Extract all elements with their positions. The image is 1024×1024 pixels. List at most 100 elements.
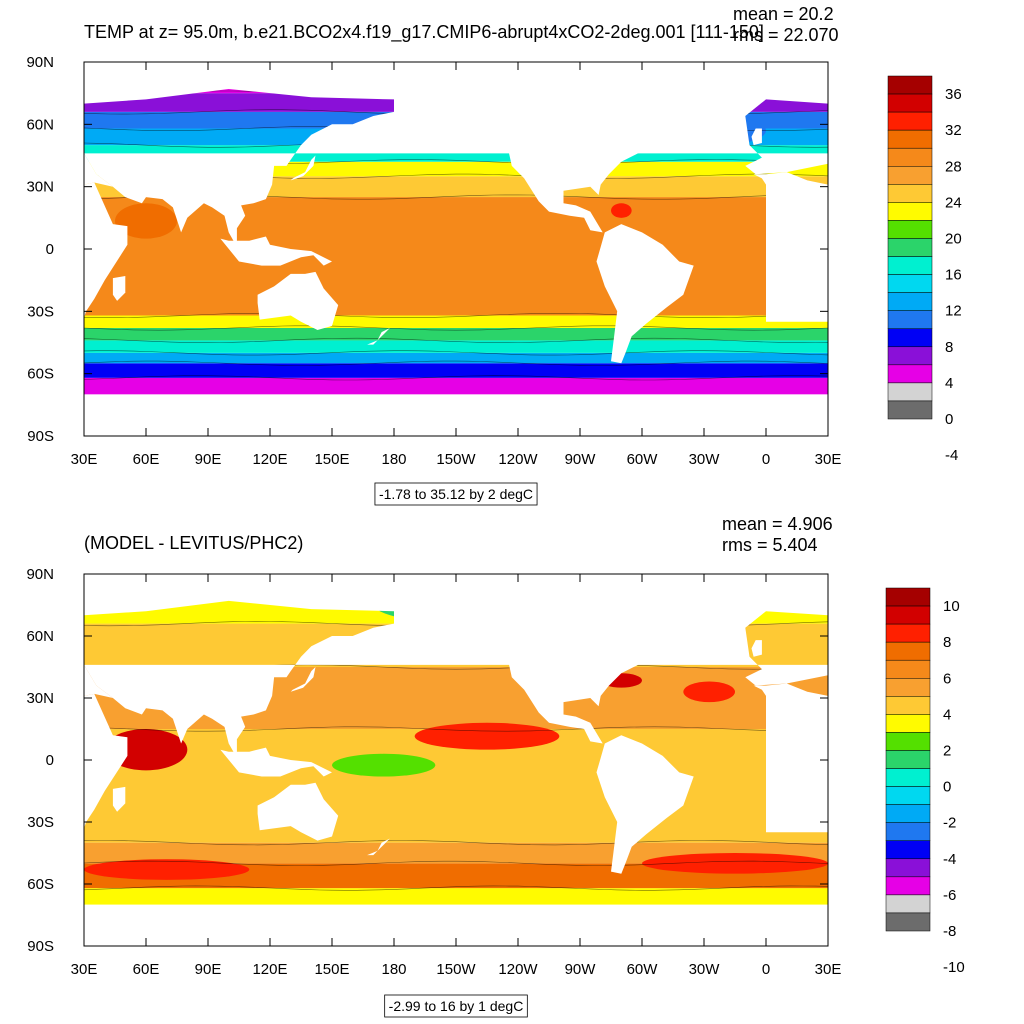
- colorbar-swatch: [887, 93, 933, 113]
- y-tick-label: 0: [46, 241, 54, 258]
- x-tick-label: 0: [762, 451, 770, 468]
- field-zone-0: [84, 377, 828, 395]
- land-africa-west: [745, 683, 828, 833]
- colorbar-label: 12: [945, 303, 962, 320]
- colorbar-swatch: [885, 623, 931, 643]
- x-tick-label: 90E: [195, 961, 222, 978]
- colorbar-swatch: [887, 147, 933, 167]
- land-nz: [367, 328, 390, 345]
- colorbar-label: 0: [943, 779, 951, 796]
- x-tick-label: 150W: [436, 961, 476, 978]
- colorbar-swatch: [885, 768, 931, 787]
- land-madagascar: [112, 786, 126, 812]
- x-tick-label: 150E: [314, 961, 349, 978]
- land-indonesia: [220, 236, 332, 266]
- chart-title: (MODEL - LEVITUS/PHC2): [84, 533, 303, 553]
- colorbar-swatch: [887, 166, 933, 185]
- colorbar-label: -6: [943, 887, 956, 904]
- colorbar-label: 24: [945, 194, 962, 211]
- land-antarctica: [84, 394, 828, 436]
- stat-mean: mean = 4.906: [722, 514, 833, 534]
- colorbar-swatch: [885, 912, 931, 932]
- contour-info-box: [384, 994, 528, 1018]
- x-tick-label: 120E: [252, 451, 287, 468]
- x-tick-label: 60E: [133, 961, 160, 978]
- stat-mean: mean = 20.2: [733, 4, 834, 24]
- field-zone-2: [84, 842, 828, 864]
- y-tick-label: 30S: [27, 303, 54, 320]
- contour-info-box: [374, 482, 538, 506]
- field: [84, 62, 828, 436]
- x-tick-label: 30E: [815, 961, 842, 978]
- x-tick-label: 90W: [565, 961, 597, 978]
- land-arabia-cover: [84, 664, 113, 698]
- field-zone-2: [84, 352, 828, 364]
- colorbar-swatch: [887, 346, 933, 366]
- colorbar-swatch: [887, 202, 933, 221]
- x-tick-label: 0: [762, 961, 770, 978]
- field-feature-1: [611, 203, 632, 218]
- colorbar-swatch: [887, 310, 933, 329]
- land-n-america: [414, 76, 653, 233]
- y-tick-label: 60S: [27, 876, 54, 893]
- colorbar-label: 8: [945, 339, 953, 356]
- colorbar-swatch: [887, 129, 933, 149]
- field-feature-4: [683, 681, 736, 703]
- land-nz: [367, 838, 390, 856]
- contour-line-4: [84, 726, 828, 732]
- x-tick-label: 180: [381, 961, 406, 978]
- colorbar-label: -4: [943, 851, 956, 868]
- field-zone-1: [84, 363, 828, 378]
- colorbar-label: 20: [945, 230, 962, 247]
- colorbar-label: -8: [943, 923, 956, 940]
- contour-info: -1.78 to 35.12 by 2 degC: [379, 486, 533, 502]
- land-arabia-cover: [84, 153, 113, 187]
- field-zone-4: [84, 327, 828, 341]
- land-s-america: [596, 224, 694, 364]
- field-feature-5: [84, 859, 250, 880]
- colorbar-swatch: [885, 804, 931, 823]
- colorbar: 36 32 28 24 20 16 12 8 4 0 -4: [887, 75, 962, 464]
- x-tick-label: 30E: [815, 451, 842, 468]
- x-tick-label: 30W: [689, 961, 721, 978]
- y-tick-label: 90N: [26, 54, 54, 71]
- land-uk: [751, 128, 762, 146]
- colorbar-swatch: [887, 400, 933, 420]
- colorbar-label: 28: [945, 158, 962, 175]
- contour-line-5: [84, 325, 828, 331]
- y-tick-label: 90N: [26, 566, 54, 583]
- x-tick-label: 120W: [498, 961, 538, 978]
- colorbar-swatch: [885, 587, 931, 607]
- x-tick-label: 30E: [71, 451, 98, 468]
- y-tick-label: 60S: [27, 366, 54, 383]
- land-antarctica: [84, 904, 828, 946]
- x-tick-label: 180: [381, 451, 406, 468]
- colorbar-swatch: [887, 328, 933, 348]
- x-tick-label: 60W: [627, 961, 659, 978]
- colorbar-swatch: [887, 111, 933, 131]
- colorbar-swatch: [885, 641, 931, 661]
- stat-rms: rms = 22.070: [733, 25, 839, 45]
- y-tick-label: 30N: [26, 179, 54, 196]
- contour-line-2: [84, 860, 828, 866]
- land-eurasia: [84, 62, 828, 247]
- land-japan: [290, 667, 316, 692]
- panel-1: 30E 60E 90E 120E 150E 180 150W 120W 90W 60W 30W 0 30…: [26, 4, 962, 506]
- land-africa: [84, 182, 128, 318]
- field-feature-2: [332, 753, 436, 777]
- land-greenland: [637, 76, 725, 125]
- field-feature-0: [115, 203, 177, 239]
- field-feature-6: [642, 853, 828, 874]
- land-s-america: [596, 735, 694, 874]
- land-africa-west: [745, 172, 828, 322]
- y-tick-label: 0: [46, 752, 54, 769]
- y-tick-label: 30S: [27, 814, 54, 831]
- x-tick-label: 150E: [314, 451, 349, 468]
- x-tick-label: 90W: [565, 451, 597, 468]
- colorbar: 10 8 6 4 2 0 -2 -4 -6 -8 -10: [885, 587, 965, 976]
- land-japan: [290, 155, 316, 181]
- colorbar-label: 4: [945, 375, 953, 392]
- colorbar-swatch: [885, 678, 931, 697]
- colorbar-swatch: [887, 184, 933, 203]
